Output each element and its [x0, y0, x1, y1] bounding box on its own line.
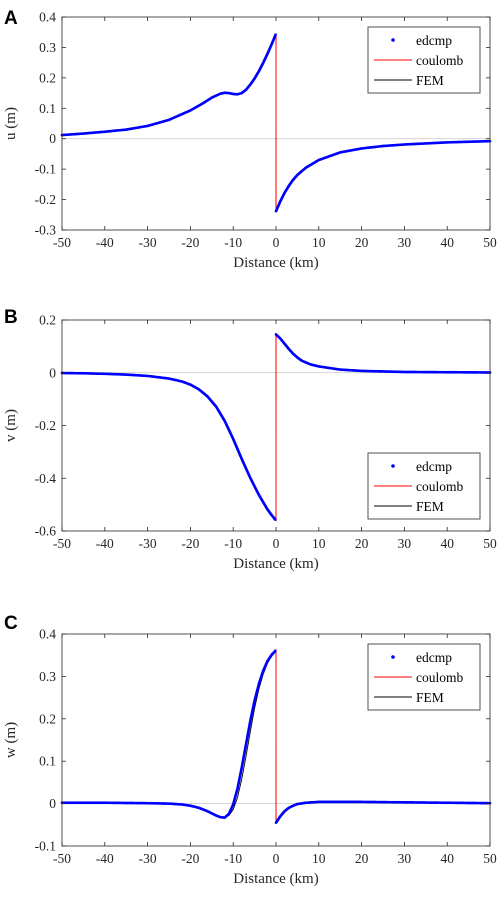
legend-label-edcmp: edcmp: [416, 33, 452, 48]
panel-letter: C: [4, 613, 18, 634]
y-tick-label: 0: [49, 365, 56, 380]
y-tick-label: -0.1: [35, 839, 56, 854]
x-tick-label: 20: [355, 851, 369, 866]
x-tick-label: -50: [53, 536, 71, 551]
legend-label-coulomb: coulomb: [416, 670, 463, 685]
chart-panel-a: A -50 -40 -30 -20 -10 0 10 20 30 40 50 -0.3 -0.2 -0.1 0…: [3, 8, 497, 271]
y-tick-label: -0.2: [35, 418, 56, 433]
legend-label-edcmp: edcmp: [416, 459, 452, 474]
x-tick-label: -30: [139, 536, 157, 551]
legend: edcmp coulomb FEM: [367, 643, 481, 711]
edcmp-point: [274, 33, 277, 37]
legend-label-fem: FEM: [416, 73, 444, 88]
x-tick-label: 20: [355, 536, 369, 551]
edcmp-point: [273, 518, 277, 521]
x-tick-label: -40: [96, 851, 114, 866]
edcmp-point: [273, 649, 277, 653]
x-axis-label: Distance (km): [233, 556, 318, 572]
legend-label-fem: FEM: [416, 690, 444, 705]
x-tick-label: 40: [440, 235, 454, 250]
series-edcmp: [60, 33, 492, 213]
legend-label-edcmp: edcmp: [416, 650, 452, 665]
chart-panel-b: B -50 -40 -30 -20 -10 0 10 20 30 40 50 -0.6 -0.4 -0.2 0…: [3, 307, 497, 572]
chart-panel-c: C -50 -40 -30 -20 -10 0 10 20 30 40 50 -0.1 0 0.1 0.2 0.…: [3, 613, 497, 887]
y-tick-label: -0.2: [35, 192, 56, 207]
x-tick-label: 0: [273, 536, 280, 551]
series-edcmp: [60, 333, 492, 521]
y-axis-label: w (m): [3, 722, 19, 758]
x-tick-label: -10: [224, 536, 242, 551]
y-tick-label: -0.4: [35, 471, 57, 486]
x-tick-label: 10: [312, 851, 326, 866]
legend-label-fem: FEM: [416, 499, 444, 514]
x-tick-label: 50: [483, 851, 497, 866]
x-tick-label: -40: [96, 235, 114, 250]
x-tick-label: 0: [273, 235, 280, 250]
y-tick-label: 0.2: [39, 711, 56, 726]
x-axis-label: Distance (km): [233, 871, 318, 887]
y-tick-label: 0: [49, 796, 56, 811]
y-tick-label: 0.4: [39, 10, 56, 25]
legend-label-coulomb: coulomb: [416, 479, 463, 494]
x-axis-label: Distance (km): [233, 255, 318, 271]
x-tick-label: 30: [398, 235, 412, 250]
x-tick-label: -50: [53, 851, 71, 866]
y-tick-label: 0.1: [39, 754, 56, 769]
x-tick-label: -20: [181, 851, 199, 866]
x-tick-label: -50: [53, 235, 71, 250]
y-axis-label: v (m): [3, 409, 19, 442]
legend: edcmp coulomb FEM: [367, 26, 481, 94]
y-tick-label: 0.1: [39, 101, 56, 116]
x-tick-label: 20: [355, 235, 369, 250]
x-tick-label: -10: [224, 235, 242, 250]
y-tick-label: -0.3: [35, 223, 57, 238]
x-tick-label: 40: [440, 851, 454, 866]
legend-label-coulomb: coulomb: [416, 53, 463, 68]
legend-marker-edcmp: [391, 655, 395, 659]
series-edcmp: [60, 649, 492, 825]
x-tick-label: 50: [483, 536, 497, 551]
x-tick-label: 30: [398, 851, 412, 866]
x-tick-label: -20: [181, 235, 199, 250]
x-tick-label: -10: [224, 851, 242, 866]
x-tick-label: -40: [96, 536, 114, 551]
y-tick-label: -0.1: [35, 162, 56, 177]
y-tick-label: 0: [49, 131, 56, 146]
legend-marker-edcmp: [391, 38, 395, 42]
x-tick-label: 50: [483, 235, 497, 250]
x-tick-label: 10: [312, 235, 326, 250]
legend-marker-edcmp: [391, 464, 395, 468]
x-tick-label: 30: [398, 536, 412, 551]
panel-letter: B: [4, 307, 18, 328]
y-tick-label: 0.2: [39, 313, 56, 328]
y-tick-label: 0.3: [39, 669, 56, 684]
x-tick-label: -20: [181, 536, 199, 551]
y-tick-label: 0.2: [39, 70, 56, 85]
y-axis-label: u (m): [3, 107, 19, 140]
x-tick-label: -30: [139, 851, 157, 866]
legend: edcmp coulomb FEM: [367, 452, 481, 520]
x-tick-label: 40: [440, 536, 454, 551]
x-tick-label: 0: [273, 851, 280, 866]
panel-letter: A: [4, 8, 18, 29]
x-tick-label: -30: [139, 235, 157, 250]
y-tick-label: 0.3: [39, 40, 56, 55]
y-tick-label: 0.4: [39, 627, 56, 642]
x-tick-label: 10: [312, 536, 326, 551]
y-tick-label: -0.6: [35, 524, 57, 539]
